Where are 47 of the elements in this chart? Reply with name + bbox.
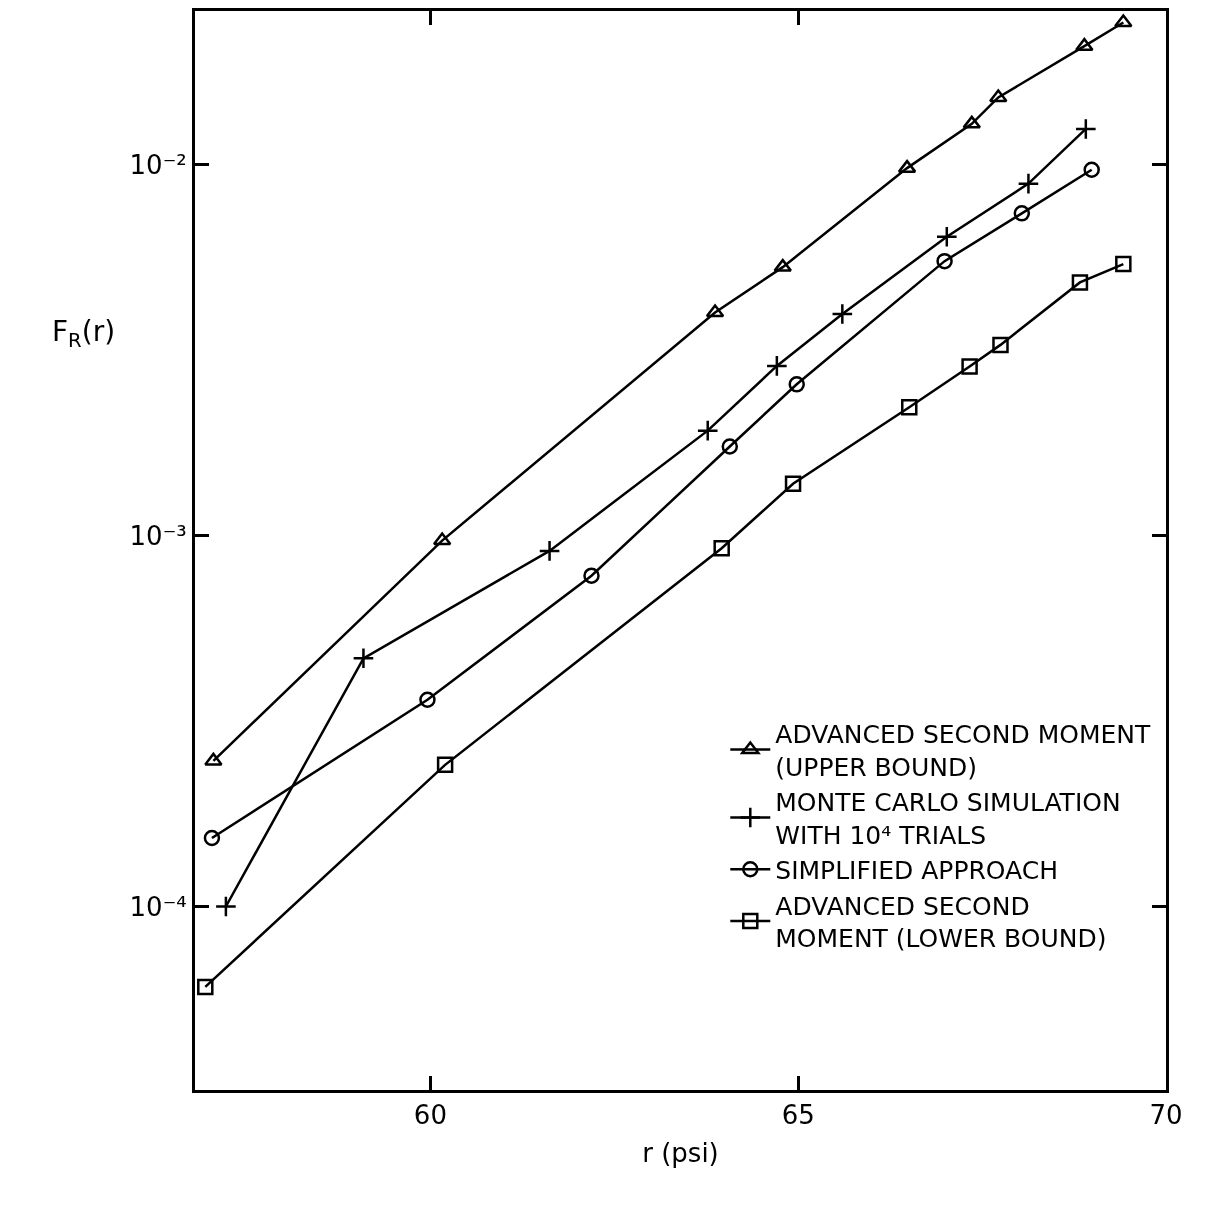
point bbox=[419, 691, 436, 709]
y-tick-label: 10⁻² bbox=[129, 149, 187, 180]
point bbox=[197, 978, 214, 996]
legend-label: MONTE CARLO SIMULATION WITH 10⁴ TRIALS bbox=[775, 788, 1121, 850]
point bbox=[204, 752, 223, 766]
y-tick-label: 10⁻³ bbox=[129, 520, 187, 551]
point bbox=[962, 115, 982, 129]
y-tick-label: 10⁻⁴ bbox=[129, 891, 187, 922]
point bbox=[773, 258, 793, 272]
legend-label: ADVANCED SECOND MOMENT (LOWER BOUND) bbox=[775, 891, 1107, 954]
point bbox=[831, 303, 854, 326]
point bbox=[1013, 205, 1031, 222]
point bbox=[203, 829, 221, 847]
point bbox=[992, 336, 1009, 354]
point bbox=[1017, 172, 1040, 195]
x-tick-label: 65 bbox=[781, 1100, 815, 1131]
point bbox=[583, 567, 600, 584]
point bbox=[1083, 161, 1100, 179]
point bbox=[897, 159, 917, 173]
point bbox=[705, 304, 725, 318]
x-tick-label: 60 bbox=[413, 1100, 447, 1131]
point bbox=[713, 540, 730, 557]
point bbox=[1114, 14, 1133, 28]
legend-label: SIMPLIFIED APPROACH bbox=[775, 856, 1059, 886]
point bbox=[988, 89, 1008, 103]
point bbox=[1075, 37, 1094, 51]
point bbox=[961, 358, 978, 375]
point bbox=[721, 438, 739, 455]
point bbox=[432, 532, 452, 546]
point bbox=[1074, 117, 1097, 140]
y-axis-title: F$_{R}$(r) bbox=[52, 315, 116, 352]
x-axis-title: r (psi) bbox=[642, 1137, 719, 1168]
x-tick-label: 70 bbox=[1149, 1100, 1183, 1131]
point bbox=[352, 647, 375, 670]
point bbox=[538, 539, 561, 562]
point bbox=[784, 475, 802, 493]
point bbox=[214, 895, 237, 918]
point bbox=[436, 756, 454, 774]
point bbox=[788, 376, 805, 393]
point bbox=[696, 419, 719, 442]
legend-label: ADVANCED SECOND MOMENT (UPPER BOUND) bbox=[775, 720, 1151, 782]
point bbox=[936, 252, 953, 270]
point bbox=[765, 354, 788, 377]
point bbox=[1071, 274, 1089, 291]
point bbox=[935, 225, 958, 248]
point bbox=[1115, 255, 1132, 273]
point bbox=[901, 399, 918, 416]
